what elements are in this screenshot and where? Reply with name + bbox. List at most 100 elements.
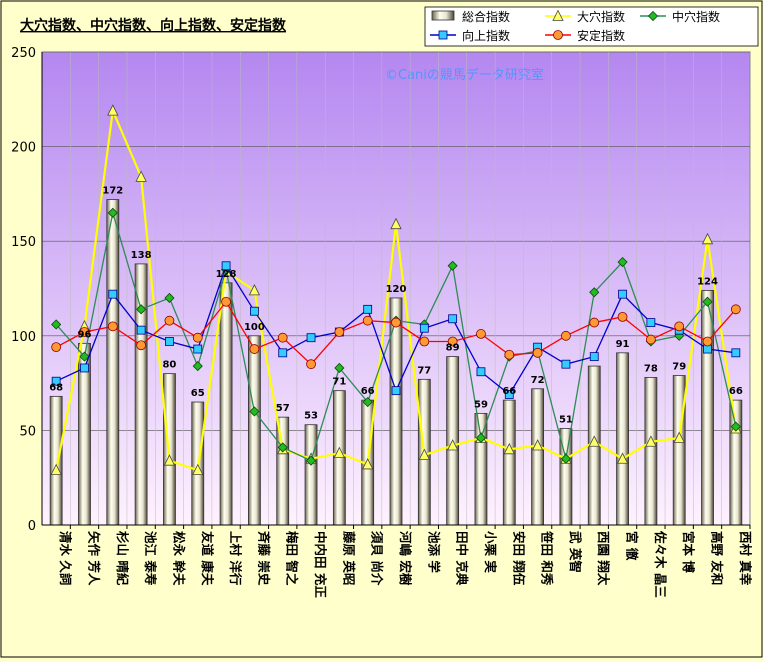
bar bbox=[502, 399, 516, 526]
bar-data-labels: 68 96 172 138 80 65 128 100 57 53 71 66 120 77 89 59 66 7… bbox=[49, 186, 743, 426]
marker-circle bbox=[419, 336, 430, 347]
marker-circle bbox=[306, 359, 316, 370]
marker-square bbox=[193, 344, 203, 354]
marker-square bbox=[278, 348, 288, 358]
y-axis: 0 50 100 150 200 250 bbox=[11, 46, 43, 534]
marker-diamond bbox=[136, 304, 147, 315]
x-tick-label: 斉藤 崇史 bbox=[256, 531, 271, 586]
bar bbox=[644, 377, 658, 526]
marker-triangle bbox=[616, 452, 629, 464]
marker-diamond bbox=[560, 453, 571, 464]
bar-value-label: 53 bbox=[304, 411, 318, 422]
bar bbox=[276, 416, 290, 526]
marker-square bbox=[165, 337, 174, 346]
marker-triangle bbox=[531, 439, 544, 451]
marker-circle bbox=[136, 340, 147, 351]
series-square bbox=[51, 261, 741, 399]
marker-circle bbox=[277, 332, 288, 343]
marker-diamond bbox=[79, 351, 90, 362]
y-tick-label: 150 bbox=[11, 235, 36, 250]
x-tick-label: 宮 徹 bbox=[625, 531, 640, 561]
x-tick-label: 高野 友和 bbox=[710, 531, 725, 585]
marker-diamond bbox=[192, 361, 203, 372]
marker-square bbox=[363, 304, 373, 314]
marker-square bbox=[646, 318, 656, 327]
marker-diamond bbox=[334, 362, 345, 374]
bar-value-label: 128 bbox=[216, 269, 237, 280]
bar-value-label: 138 bbox=[131, 250, 152, 261]
bar-value-label: 71 bbox=[332, 377, 346, 388]
marker-diamond bbox=[362, 396, 373, 408]
bar bbox=[247, 335, 261, 526]
bar-value-label: 89 bbox=[446, 343, 460, 354]
x-tick-label: 河嶋 宏樹 bbox=[398, 531, 413, 586]
marker-triangle bbox=[135, 170, 147, 182]
marker-square bbox=[504, 390, 514, 399]
marker-circle bbox=[192, 332, 203, 343]
bar-value-label: 78 bbox=[644, 363, 658, 374]
marker-circle bbox=[79, 327, 90, 337]
bar-value-label: 66 bbox=[729, 386, 743, 397]
x-tick-label: 佐々木 晶三 bbox=[653, 530, 668, 598]
marker-circle bbox=[561, 330, 571, 341]
marker-diamond bbox=[249, 406, 260, 417]
bar bbox=[49, 395, 63, 526]
x-tick-label: 安田 翔伍 bbox=[511, 531, 526, 586]
marker-diamond bbox=[277, 442, 288, 453]
marker-diamond bbox=[475, 432, 487, 444]
marker-circle bbox=[589, 317, 600, 328]
marker-circle bbox=[645, 334, 656, 345]
marker-diamond bbox=[164, 292, 175, 304]
marker-square bbox=[618, 289, 627, 299]
bar-value-label: 80 bbox=[162, 360, 176, 371]
x-tick-label: 矢作 芳人 bbox=[86, 530, 101, 586]
marker-diamond bbox=[647, 10, 659, 22]
marker-circle bbox=[107, 321, 118, 332]
legend-label: 総合指数 bbox=[462, 9, 510, 24]
marker-square bbox=[80, 363, 89, 373]
x-tick-label: 笹田 和秀 bbox=[540, 530, 555, 586]
marker-triangle bbox=[503, 442, 515, 455]
bar bbox=[616, 352, 629, 526]
bar-value-label: 79 bbox=[672, 362, 686, 373]
x-tick-label: 友道 康夫 bbox=[200, 530, 215, 586]
marker-triangle bbox=[673, 431, 685, 443]
marker-circle bbox=[702, 336, 713, 347]
marker-diamond bbox=[51, 319, 62, 330]
marker-square bbox=[476, 367, 486, 377]
marker-circle bbox=[476, 329, 486, 339]
legend-item: 安定指数 bbox=[545, 28, 625, 43]
marker-circle bbox=[249, 344, 260, 354]
legend-item: 総合指数 bbox=[431, 9, 510, 24]
bar-value-label: 66 bbox=[502, 386, 516, 397]
marker-triangle bbox=[701, 232, 714, 245]
bar bbox=[163, 373, 176, 526]
bar bbox=[729, 399, 743, 526]
line-series bbox=[50, 104, 742, 476]
x-tick-label: 松永 幹夫 bbox=[171, 531, 186, 586]
marker-triangle bbox=[107, 104, 119, 116]
bar-value-label: 65 bbox=[191, 388, 205, 399]
marker-circle bbox=[447, 336, 458, 347]
marker-circle bbox=[334, 327, 345, 337]
bar bbox=[219, 282, 233, 526]
y-tick-label: 0 bbox=[28, 519, 36, 534]
marker-circle bbox=[553, 30, 563, 40]
bar-value-label: 124 bbox=[697, 276, 718, 287]
marker-triangle bbox=[333, 446, 346, 459]
marker-triangle bbox=[645, 435, 657, 447]
x-tick-label: 宮本 博 bbox=[681, 531, 696, 573]
x-axis: 清水 久詞 矢作 芳人 杉山 晴紀 池江 泰寿 松永 幹夫 友道 康夫 上村 洋行 斉藤 崇史… bbox=[42, 524, 753, 598]
marker-diamond bbox=[447, 260, 458, 271]
y-tick-label: 100 bbox=[11, 330, 36, 345]
marker-triangle bbox=[552, 9, 564, 21]
bar-value-label: 77 bbox=[417, 365, 431, 376]
marker-square bbox=[108, 289, 118, 299]
marker-diamond bbox=[730, 421, 741, 432]
bar bbox=[672, 375, 686, 526]
marker-square bbox=[136, 325, 146, 335]
bar-value-label: 172 bbox=[102, 186, 123, 197]
bar bbox=[474, 412, 488, 526]
x-tick-label: 西村 真幸 bbox=[738, 531, 753, 586]
